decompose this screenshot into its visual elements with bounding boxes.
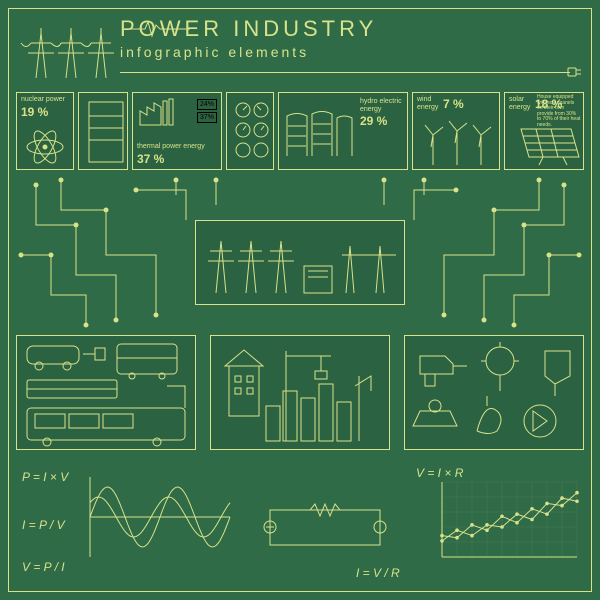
- transmission-icon: [196, 221, 404, 304]
- pct-label-2: 37%: [197, 112, 217, 123]
- plug-line: [120, 72, 570, 73]
- dam-icon: [282, 96, 360, 166]
- atom-icon: [20, 128, 70, 166]
- ecg-icon: [130, 20, 190, 38]
- tools-panel: [404, 335, 584, 450]
- stat-nuclear: nuclear power 19 %: [16, 92, 74, 170]
- tools-icon: [405, 336, 583, 449]
- formula-v1: V = P / I: [22, 560, 65, 574]
- formula-p: P = I × V: [22, 470, 68, 484]
- pct-label-1: 24%: [197, 99, 217, 110]
- power-pylons-icon: [16, 18, 116, 88]
- formula-i: I = P / V: [22, 518, 65, 532]
- line-chart: [432, 472, 582, 567]
- bar-mini-icon: [83, 96, 129, 168]
- transmission-panel: [195, 220, 405, 305]
- circuit-diagram-icon: [260, 500, 390, 555]
- stat-bars: [78, 92, 128, 170]
- stat-solar: solar energy 18 % House equipped with so…: [504, 92, 584, 170]
- construction-icon: [211, 336, 389, 449]
- windmill-icon: [415, 117, 497, 167]
- solar-panel-icon: [513, 123, 587, 167]
- stat-thermal: thermal power energy 37 % 24% 37%: [132, 92, 222, 170]
- transport-panel: [16, 335, 196, 450]
- stat-hydro: hydro electric energy 29 %: [278, 92, 408, 170]
- stats-row: nuclear power 19 % thermal power energy …: [16, 92, 584, 170]
- plug-icon: [566, 64, 582, 80]
- gauges-icon: [231, 96, 275, 168]
- stat-dialrow: [226, 92, 274, 170]
- formula-i2: I = V / R: [356, 566, 400, 580]
- stat-wind: wind energy 7 %: [412, 92, 500, 170]
- factory-icon: [137, 97, 177, 127]
- sine-chart: [85, 472, 235, 562]
- construction-panel: [210, 335, 390, 450]
- page-subtitle: infographic elements: [120, 44, 584, 60]
- transport-icon: [17, 336, 195, 449]
